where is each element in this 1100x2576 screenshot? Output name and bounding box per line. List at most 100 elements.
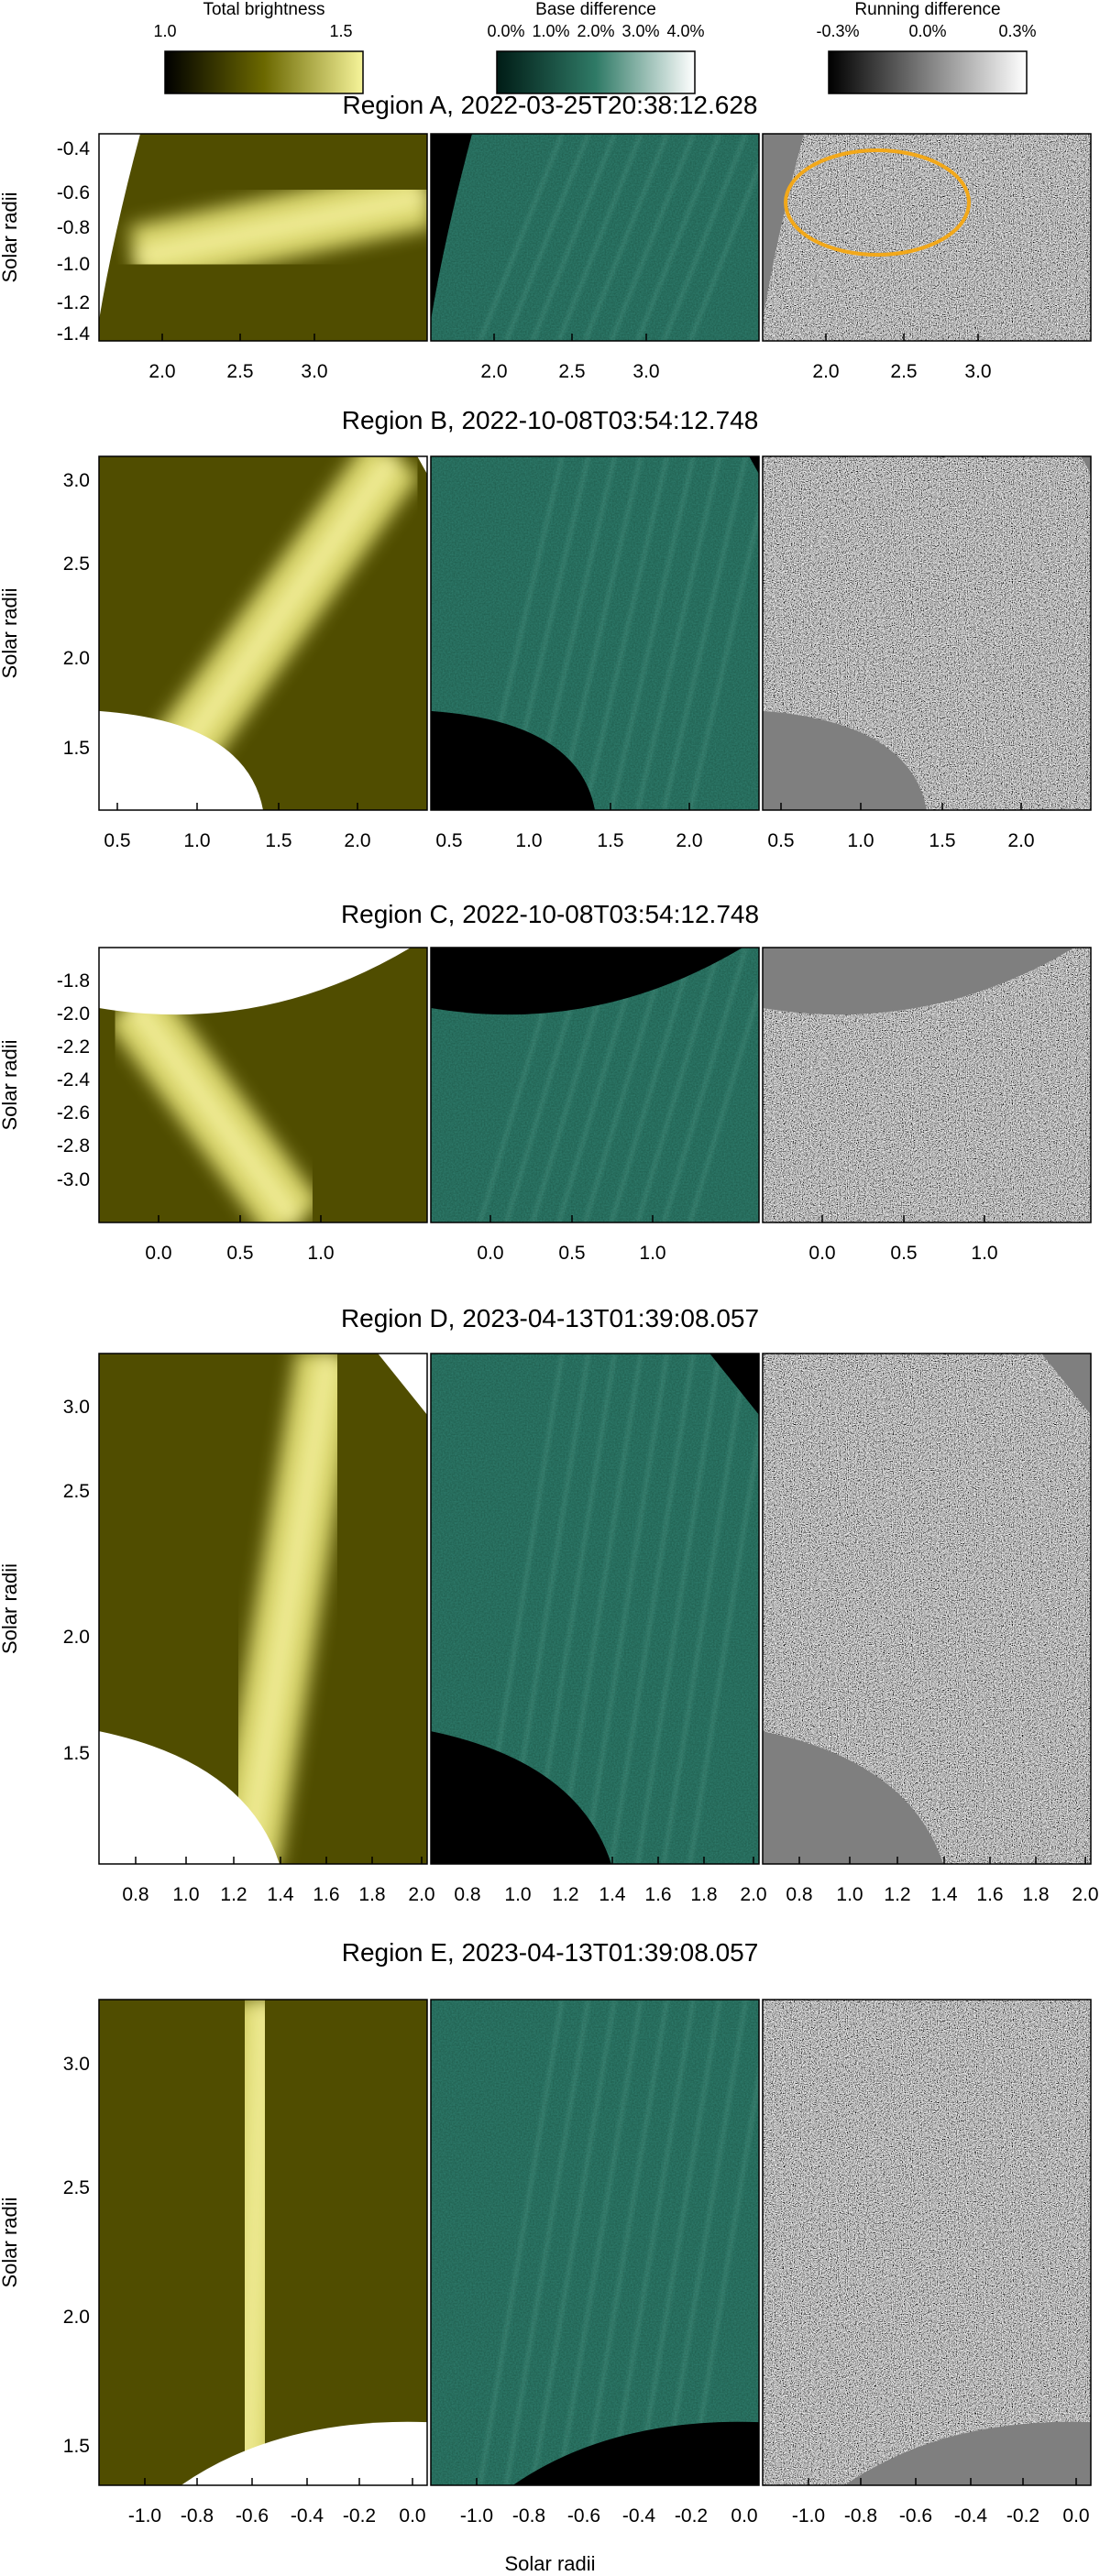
- y-axis-label: Solar radii: [0, 192, 21, 282]
- x-tick-label: 0.8: [122, 1884, 148, 1905]
- x-tick-label: 3.0: [632, 361, 659, 382]
- colorbar-tick-label: 3.0%: [622, 22, 659, 40]
- x-tick-label: -0.8: [844, 2505, 877, 2527]
- x-tick-label: 1.0: [971, 1243, 997, 1264]
- x-tick-label: 1.8: [1022, 1884, 1049, 1905]
- occulter-mask: [431, 1731, 611, 1864]
- panel-total-brightness: 2.0 2.5 3.0: [98, 133, 428, 382]
- region-b: Region B, 2022-10-08T03:54:12.748 Solar r…: [0, 406, 1092, 851]
- x-tick-label: 1.6: [976, 1884, 1003, 1905]
- panel-frame: [98, 133, 428, 342]
- panel-base-difference: 0.5 1.0 1.5 2.0: [430, 455, 760, 851]
- x-tick-label: -0.4: [291, 2505, 324, 2527]
- panel-running-difference: 0.0 0.5 1.0: [762, 947, 1092, 1264]
- colorbar-title: Running difference: [854, 0, 1000, 19]
- x-tick-label: 2.5: [558, 361, 585, 382]
- y-tick-label: 2.5: [63, 2177, 90, 2198]
- x-tick-label: 2.5: [890, 361, 917, 382]
- highlight-ellipse: [784, 148, 971, 257]
- x-tick-label: 0.5: [226, 1243, 253, 1264]
- y-tick-label: -0.8: [57, 217, 90, 238]
- x-tick-label: 1.5: [597, 830, 623, 851]
- occulter-mask: [99, 1731, 280, 1864]
- y-tick-label: -2.0: [57, 1003, 90, 1025]
- x-tick-label: -0.2: [343, 2505, 376, 2527]
- occulter-mask: [763, 1731, 943, 1864]
- x-tick-label: -0.8: [181, 2505, 214, 2527]
- y-tick-label: 3.0: [63, 470, 90, 491]
- region-title: Region C, 2022-10-08T03:54:12.748: [341, 900, 759, 928]
- x-tick-label: 1.4: [930, 1884, 958, 1905]
- panel-total-brightness: -1.0 -0.8 -0.6 -0.4 -0.2 0.0: [98, 1999, 428, 2527]
- panel-frame: [762, 455, 1092, 811]
- x-tick-label: -0.6: [236, 2505, 269, 2527]
- occulter-mask: [181, 2421, 427, 2485]
- region-title: Region E, 2023-04-13T01:39:08.057: [342, 1938, 759, 1967]
- x-tick-label: -0.8: [512, 2505, 545, 2527]
- region-e: Region E, 2023-04-13T01:39:08.057 Solar r…: [0, 1938, 1092, 2527]
- colorbar-gradient: [828, 50, 1028, 94]
- colorbar-tick-label: 4.0%: [666, 22, 704, 40]
- y-tick-label: -2.6: [57, 1102, 90, 1124]
- x-tick-label: 1.5: [929, 830, 955, 851]
- x-tick-label: -1.0: [792, 2505, 825, 2527]
- panel-frame: [762, 1353, 1092, 1865]
- panel-base-difference: -1.0 -0.8 -0.6 -0.4 -0.2 0.0: [430, 1999, 760, 2527]
- occulter-mask: [710, 1354, 759, 1415]
- colorbar-title: Total brightness: [203, 0, 324, 19]
- region-c: Region C, 2022-10-08T03:54:12.748 Solar r…: [0, 900, 1092, 1264]
- x-tick-label: 0.5: [890, 1243, 917, 1264]
- occulter-mask: [763, 710, 927, 810]
- x-tick-label: 3.0: [301, 361, 327, 382]
- occulter-mask: [431, 710, 595, 810]
- colorbar-1: Total brightness 1.0 1.5: [153, 0, 364, 94]
- occulter-mask: [1081, 456, 1091, 475]
- y-tick-label: -2.2: [57, 1036, 90, 1058]
- x-tick-label: 0.8: [786, 1884, 812, 1905]
- region-title: Region A, 2022-03-25T20:38:12.628: [342, 91, 757, 119]
- panel-total-brightness: 0.5 1.0 1.5 2.0: [98, 455, 428, 851]
- panel-running-difference: 0.5 1.0 1.5 2.0: [762, 455, 1092, 851]
- region-a: Region A, 2022-03-25T20:38:12.628 Solar r…: [0, 91, 1092, 382]
- x-tick-label: -1.0: [128, 2505, 161, 2527]
- panel-running-difference: 0.8 1.0 1.2 1.4 1.6 1.8 2.0: [762, 1353, 1099, 1905]
- x-tick-label: -0.6: [899, 2505, 932, 2527]
- colorbar-3: Running difference -0.3% 0.0% 0.3%: [816, 0, 1037, 94]
- panel-frame: [98, 947, 428, 1223]
- colorbar-title: Base difference: [535, 0, 656, 19]
- x-tick-label: 2.0: [740, 1884, 766, 1905]
- colorbar-tick-label: 0.0%: [908, 22, 946, 40]
- y-tick-label: -1.2: [57, 292, 90, 313]
- x-tick-label: 1.2: [552, 1884, 578, 1905]
- panel-total-brightness: 0.8 1.0 1.2 1.4 1.6 1.8 2.0: [98, 1353, 435, 1905]
- x-tick-label: 3.0: [964, 361, 991, 382]
- panel-frame: [98, 455, 428, 811]
- colorbar-2: Base difference 0.0% 1.0% 2.0% 3.0% 4.0%: [487, 0, 705, 94]
- y-tick-label: -1.8: [57, 970, 90, 992]
- x-tick-label: 2.0: [344, 830, 370, 851]
- occulter-mask: [99, 134, 140, 321]
- colorbar-tick-label: 0.0%: [487, 22, 524, 40]
- region-title: Region D, 2023-04-13T01:39:08.057: [341, 1304, 759, 1332]
- x-tick-label: -0.2: [1006, 2505, 1040, 2527]
- x-tick-label: 1.8: [690, 1884, 717, 1905]
- x-tick-label: 0.0: [477, 1243, 503, 1264]
- y-tick-label: 2.0: [63, 648, 90, 669]
- x-tick-label: 2.0: [1007, 830, 1034, 851]
- x-tick-label: -0.4: [622, 2505, 656, 2527]
- panel-frame: [762, 947, 1092, 1223]
- x-tick-label: 1.2: [884, 1884, 910, 1905]
- colorbar-gradient: [496, 50, 696, 94]
- x-tick-label: -0.4: [954, 2505, 988, 2527]
- occulter-mask: [1041, 1354, 1091, 1415]
- x-tick-label: 1.2: [220, 1884, 247, 1905]
- panel-frame: [98, 1353, 428, 1865]
- y-tick-label: 2.0: [63, 1627, 90, 1648]
- colorbar-tick-label: 1.5: [329, 22, 352, 40]
- colorbar-tick-label: 1.0%: [532, 22, 569, 40]
- panel-running-difference: 2.0 2.5 3.0: [762, 133, 1092, 382]
- colorbar-tick-label: 2.0%: [577, 22, 614, 40]
- occulter-mask: [431, 134, 472, 321]
- x-tick-label: 2.0: [676, 830, 702, 851]
- panel-frame: [430, 1999, 760, 2486]
